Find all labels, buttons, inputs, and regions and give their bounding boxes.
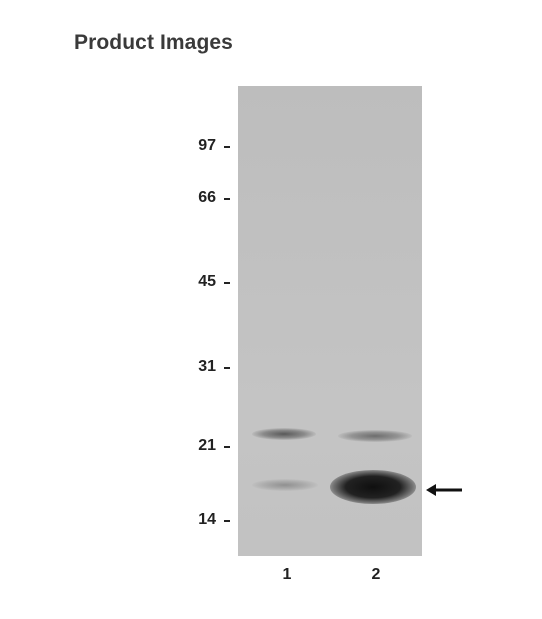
marker-label: 21 xyxy=(198,437,216,454)
band-lane2-lower xyxy=(330,470,416,504)
marker-tick xyxy=(224,367,230,369)
marker-tick xyxy=(224,282,230,284)
marker-tick xyxy=(224,446,230,448)
marker-97: 97 xyxy=(160,136,230,156)
band-lane1-lower xyxy=(252,479,318,491)
western-blot-image xyxy=(238,86,422,556)
marker-21: 21 xyxy=(160,436,230,456)
marker-label: 31 xyxy=(198,358,216,375)
marker-66: 66 xyxy=(160,188,230,208)
page-title: Product Images xyxy=(74,31,233,54)
marker-31: 31 xyxy=(160,357,230,377)
lane-label-2: 2 xyxy=(371,566,381,583)
marker-tick xyxy=(224,520,230,522)
left-arrow-icon xyxy=(426,484,462,496)
marker-14: 14 xyxy=(160,510,230,530)
band-lane1-upper xyxy=(252,428,316,440)
lane-label-1: 1 xyxy=(282,566,292,583)
marker-tick xyxy=(224,146,230,148)
marker-label: 45 xyxy=(198,273,216,290)
marker-45: 45 xyxy=(160,272,230,292)
band-lane2-upper xyxy=(338,430,412,442)
marker-label: 97 xyxy=(198,137,216,154)
marker-label: 66 xyxy=(198,189,216,206)
marker-tick xyxy=(224,198,230,200)
marker-label: 14 xyxy=(198,511,216,528)
